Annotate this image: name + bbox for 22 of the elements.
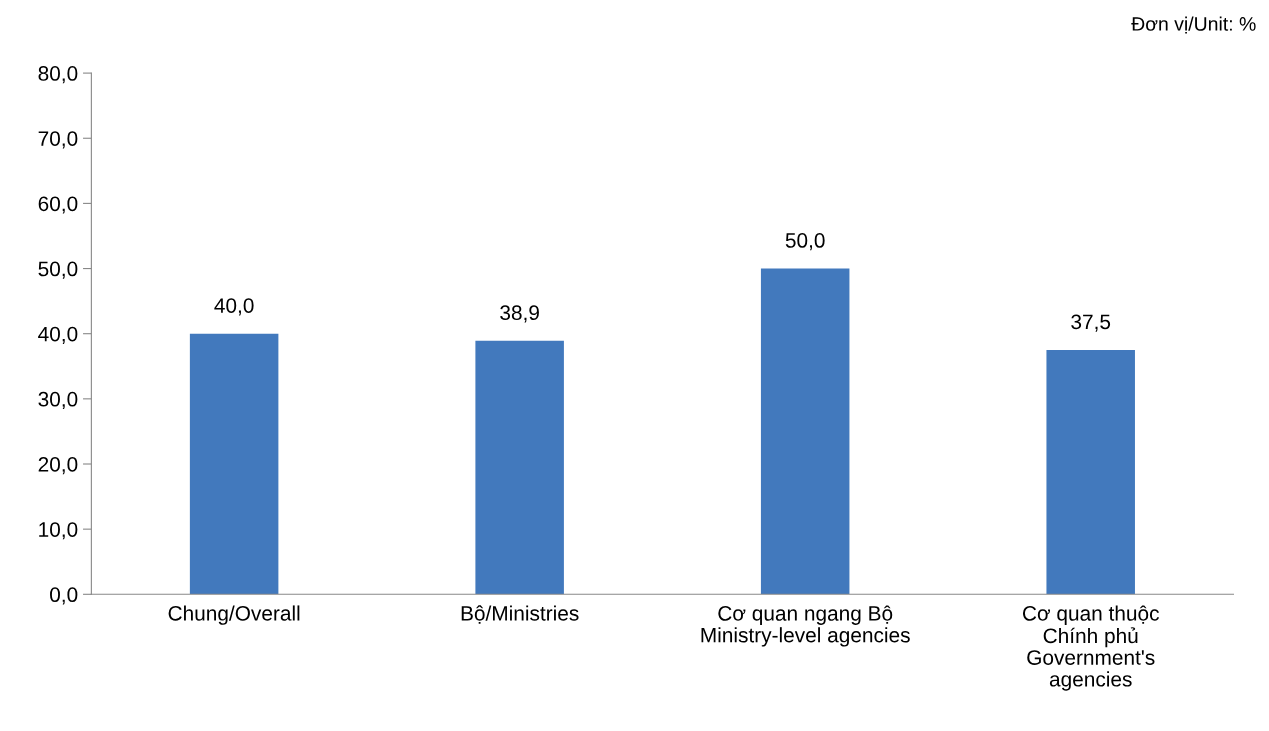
bar <box>760 268 850 595</box>
bar <box>189 333 279 595</box>
data-label: 40,0 <box>214 298 254 316</box>
y-tick-label: 70,0 <box>38 131 78 149</box>
y-tick-label: 60,0 <box>38 196 78 214</box>
y-tick-label: 10,0 <box>39 522 78 540</box>
y-tick-label: 50,0 <box>38 261 78 279</box>
x-tick-label: Cơ quan thuộc Chính phủ Government's agencies <box>1022 605 1159 691</box>
x-tick-label: Bộ/Ministries <box>461 605 579 624</box>
y-tick-label: 20,0 <box>38 457 78 475</box>
bar <box>475 340 564 595</box>
y-tick-label: 80,0 <box>38 66 78 84</box>
data-label: 38,9 <box>500 305 539 323</box>
y-tick-label: 30,0 <box>38 391 78 410</box>
x-tick-label: Chung/Overall <box>168 605 300 625</box>
x-tick-label: Cơ quan ngang Bộ Ministry-level agencies <box>701 605 910 647</box>
y-tick-label: 0,0 <box>50 587 78 605</box>
bar <box>1046 349 1135 595</box>
data-label: 37,5 <box>1071 314 1111 332</box>
text: Đơn vị/Unit: % <box>1131 16 1256 34</box>
y-tick-label: 40,0 <box>38 326 78 344</box>
data-label: 50,0 <box>785 233 825 251</box>
